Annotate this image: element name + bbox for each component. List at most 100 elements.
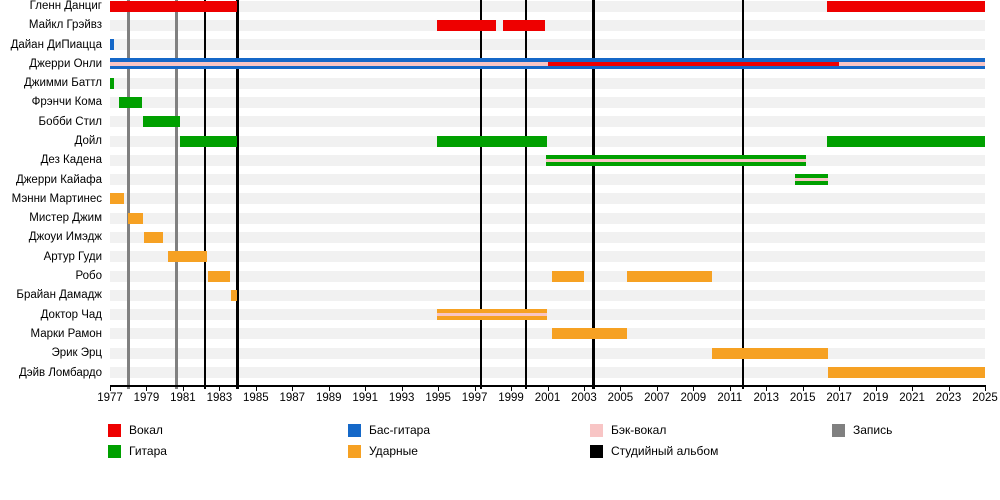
axis-tick-label: 1999 bbox=[498, 392, 524, 404]
axis-tick bbox=[729, 385, 731, 391]
axis-tick-label: 2009 bbox=[680, 392, 707, 404]
axis-tick bbox=[328, 385, 330, 391]
row-track-band bbox=[110, 251, 985, 263]
axis-tick-label: 2013 bbox=[753, 392, 780, 404]
timeline-bar-guitar bbox=[180, 135, 237, 147]
recording-line bbox=[174, 0, 178, 389]
member-label: Джерри Онли bbox=[29, 57, 102, 70]
row-track-band bbox=[110, 270, 985, 282]
axis-tick-label: 2015 bbox=[789, 392, 816, 404]
axis-tick-label: 2023 bbox=[935, 392, 962, 404]
axis-tick bbox=[365, 385, 367, 391]
legend: Вокал Гитара Бас-гитара Ударные Бэк-вокал Сту… bbox=[0, 418, 1000, 478]
member-label: Дез Кадена bbox=[40, 154, 102, 167]
row-track-band bbox=[110, 347, 985, 359]
axis-tick bbox=[511, 385, 513, 391]
studio-album-line bbox=[203, 0, 207, 389]
studio-album-line bbox=[236, 0, 239, 389]
row-track-band bbox=[110, 231, 985, 243]
member-label: Джоуи Имэдж bbox=[28, 231, 102, 244]
studio-album-line bbox=[592, 0, 595, 389]
axis-tick bbox=[656, 385, 658, 391]
timeline-bar-drums bbox=[208, 270, 231, 282]
timeline-bar-guitar bbox=[142, 116, 181, 128]
bar-stripe-backing_vocals bbox=[795, 177, 829, 182]
axis-tick bbox=[474, 385, 476, 391]
axis-tick-label: 1977 bbox=[97, 392, 123, 404]
axis-tick bbox=[948, 385, 950, 391]
member-label: Фрэнчи Кома bbox=[31, 96, 102, 109]
legend-swatch-backing_vocals bbox=[590, 424, 603, 437]
timeline-bar-vocals bbox=[110, 0, 237, 12]
axis-tick-label: 2025 bbox=[972, 392, 998, 404]
legend-label: Студийный альбом bbox=[611, 444, 719, 458]
timeline-bar-bass bbox=[110, 39, 114, 51]
timeline-bar-guitar bbox=[119, 96, 142, 108]
axis-tick-label: 1985 bbox=[243, 392, 269, 404]
timeline-bar-drums bbox=[168, 251, 207, 263]
axis-tick bbox=[693, 385, 695, 391]
axis-tick bbox=[912, 385, 914, 391]
legend-swatch-bass bbox=[348, 424, 361, 437]
timeline-bar-drums bbox=[552, 270, 584, 282]
axis-tick-label: 2001 bbox=[534, 392, 561, 404]
axis-tick-label: 1993 bbox=[388, 392, 415, 404]
row-track-band bbox=[110, 96, 985, 108]
member-label: Джимми Баттл bbox=[23, 77, 102, 90]
axis-tick bbox=[438, 385, 440, 391]
row-track-band bbox=[110, 0, 985, 12]
axis-tick-label: 1989 bbox=[315, 392, 342, 404]
timeline-bar-drums bbox=[128, 212, 143, 224]
axis-tick-label: 1995 bbox=[425, 392, 451, 404]
axis-tick bbox=[255, 385, 257, 391]
plot-area bbox=[110, 0, 985, 389]
timeline-bar-drums bbox=[110, 193, 124, 205]
member-label: Брайан Дамадж bbox=[16, 289, 102, 302]
timeline-bar-vocals bbox=[437, 19, 497, 31]
member-label: Артур Гуди bbox=[43, 250, 102, 263]
axis-tick bbox=[875, 385, 877, 391]
bar-stripe-backing_vocals bbox=[545, 158, 807, 163]
legend-swatch-recording bbox=[832, 424, 845, 437]
row-track-band bbox=[110, 328, 985, 340]
axis-tick-label: 2005 bbox=[607, 392, 634, 404]
row-track-band bbox=[110, 193, 985, 205]
axis-tick-label: 2021 bbox=[899, 392, 925, 404]
timeline-bar-drums bbox=[143, 231, 163, 243]
row-track-band bbox=[110, 39, 985, 51]
legend-label: Вокал bbox=[129, 423, 163, 437]
timeline-bar-drums bbox=[552, 328, 627, 340]
studio-album-line bbox=[524, 0, 528, 389]
legend-swatch-drums bbox=[348, 445, 361, 458]
axis-tick-label: 2019 bbox=[862, 392, 889, 404]
member-label: Джерри Кайафа bbox=[15, 173, 102, 186]
timeline-bar-drums bbox=[231, 289, 238, 301]
timeline-bar-drums bbox=[437, 309, 548, 321]
axis-tick-label: 1987 bbox=[279, 392, 306, 404]
legend-label: Ударные bbox=[369, 444, 418, 458]
axis-tick-label: 1991 bbox=[352, 392, 378, 404]
legend-swatch-studio_album bbox=[590, 445, 603, 458]
bar-stripe-vocals bbox=[547, 62, 840, 66]
legend-label: Бэк-вокал bbox=[611, 423, 667, 437]
member-label: Майкл Грэйвз bbox=[28, 19, 102, 32]
timeline-bar-guitar bbox=[795, 174, 829, 186]
axis-tick bbox=[583, 385, 585, 391]
studio-album-line bbox=[741, 0, 745, 389]
row-track-band bbox=[110, 212, 985, 224]
member-labels-column: Гленн Данциг Майкл Грэйвз Дайан ДиПиацца Дж… bbox=[0, 0, 106, 385]
member-label: Дойл bbox=[74, 135, 102, 148]
timeline-bar-guitar bbox=[437, 135, 548, 147]
timeline-bar-guitar bbox=[110, 77, 114, 89]
bar-stripe-backing_vocals bbox=[110, 62, 548, 66]
legend-swatch-vocals bbox=[108, 424, 121, 437]
axis-tick bbox=[839, 385, 841, 391]
timeline-bar-guitar bbox=[827, 135, 985, 147]
row-track-band bbox=[110, 116, 985, 128]
axis-tick-label: 2011 bbox=[717, 392, 743, 404]
axis-tick-label: 2007 bbox=[644, 392, 670, 404]
axis-tick bbox=[401, 385, 403, 391]
row-track-band bbox=[110, 174, 985, 186]
axis-tick bbox=[985, 385, 986, 391]
